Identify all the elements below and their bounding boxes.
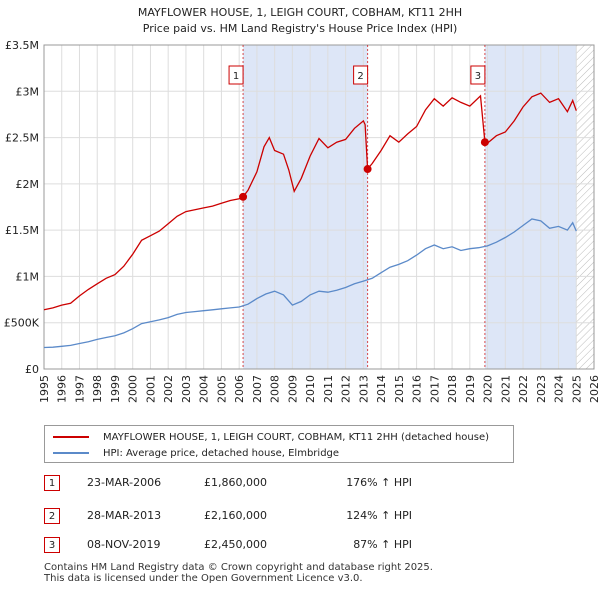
transaction-price: £2,160,000 [204, 509, 267, 522]
x-tick-label: 2015 [393, 375, 406, 403]
marker-label-box [353, 65, 369, 85]
sale-point [363, 165, 372, 174]
x-tick-label: 2024 [553, 375, 566, 403]
transaction-date: 08-NOV-2019 [87, 538, 161, 551]
x-tick-label: 2001 [144, 375, 157, 403]
chart-title: MAYFLOWER HOUSE, 1, LEIGH COURT, COBHAM,… [138, 6, 462, 19]
x-tick-label: 1997 [73, 375, 86, 403]
legend-item-property: MAYFLOWER HOUSE, 1, LEIGH COURT, COBHAM,… [53, 429, 489, 445]
x-tick-label: 2016 [411, 375, 424, 403]
y-tick-label: £2.5M [5, 132, 39, 145]
sale-point [480, 138, 489, 147]
forecast-hatch [576, 45, 594, 369]
marker-label-box [470, 65, 486, 85]
legend-label-hpi: HPI: Average price, detached house, Elmb… [103, 447, 340, 459]
y-tick-label: £500K [4, 317, 40, 330]
x-tick-label: 2020 [482, 375, 495, 403]
shaded-range [484, 45, 577, 369]
x-tick-label: 2021 [499, 375, 512, 403]
series-line-hpi [43, 218, 577, 349]
legend: MAYFLOWER HOUSE, 1, LEIGH COURT, COBHAM,… [44, 425, 514, 463]
footer: Contains HM Land Registry data © Crown c… [44, 562, 433, 584]
legend-item-hpi: HPI: Average price, detached house, Elmb… [53, 445, 339, 461]
marker-label: 1 [233, 71, 239, 82]
chart-subtitle: Price paid vs. HM Land Registry's House … [143, 22, 458, 35]
transaction-hpi: 124% ↑ HPI [346, 509, 412, 522]
x-tick-label: 2017 [428, 375, 441, 403]
footer-copyright: Contains HM Land Registry data © Crown c… [44, 562, 433, 573]
sale-point [239, 192, 248, 201]
shaded-range [243, 45, 368, 369]
y-tick-label: £2M [16, 178, 40, 191]
y-tick-label: £3M [16, 85, 40, 98]
marker-label: 3 [475, 71, 481, 82]
x-tick-label: 2004 [198, 375, 211, 403]
price-chart: MAYFLOWER HOUSE, 1, LEIGH COURT, COBHAM,… [4, 6, 600, 403]
transaction-number: 3 [44, 537, 60, 553]
x-tick-label: 2003 [180, 375, 193, 403]
marker-label-box [228, 65, 244, 85]
transaction-price: £1,860,000 [204, 476, 267, 489]
x-tick-label: 2000 [127, 375, 140, 403]
x-tick-label: 2023 [535, 375, 548, 403]
x-tick-label: 2019 [464, 375, 477, 403]
legend-swatch-property [53, 436, 89, 438]
transaction-hpi: 87% ↑ HPI [353, 538, 412, 551]
y-tick-label: £0 [25, 363, 39, 376]
y-tick-label: £1M [16, 270, 40, 283]
x-tick-label: 1995 [38, 375, 51, 403]
x-tick-label: 2026 [588, 375, 600, 403]
x-tick-label: 2022 [517, 375, 530, 403]
y-tick-label: £3.5M [5, 39, 39, 52]
transaction-price: £2,450,000 [204, 538, 267, 551]
legend-swatch-hpi [53, 452, 89, 454]
transaction-date: 28-MAR-2013 [87, 509, 162, 522]
x-tick-label: 2018 [446, 375, 459, 403]
x-tick-label: 1999 [109, 375, 122, 403]
footer-license: This data is licensed under the Open Gov… [44, 573, 363, 584]
x-tick-label: 2014 [375, 375, 388, 403]
x-tick-label: 1996 [56, 375, 69, 403]
transaction-number: 1 [44, 475, 60, 491]
transaction-hpi: 176% ↑ HPI [346, 476, 412, 489]
x-tick-label: 2006 [233, 375, 246, 403]
x-tick-label: 2013 [357, 375, 370, 403]
x-tick-label: 2008 [269, 375, 282, 403]
x-tick-label: 2002 [162, 375, 175, 403]
x-tick-label: 1998 [91, 375, 104, 403]
x-tick-label: 2009 [286, 375, 299, 403]
legend-label-property: MAYFLOWER HOUSE, 1, LEIGH COURT, COBHAM,… [103, 431, 490, 443]
x-tick-label: 2007 [251, 375, 264, 403]
x-tick-label: 2011 [322, 375, 335, 403]
x-tick-label: 2025 [570, 375, 583, 403]
marker-label: 2 [357, 71, 363, 82]
x-tick-label: 2010 [304, 375, 317, 403]
transaction-number: 2 [44, 508, 60, 524]
x-tick-label: 2012 [340, 375, 353, 403]
x-tick-label: 2005 [215, 375, 228, 403]
plot-border [43, 44, 595, 370]
y-tick-label: £1.5M [5, 224, 39, 237]
transaction-date: 23-MAR-2006 [87, 476, 162, 489]
